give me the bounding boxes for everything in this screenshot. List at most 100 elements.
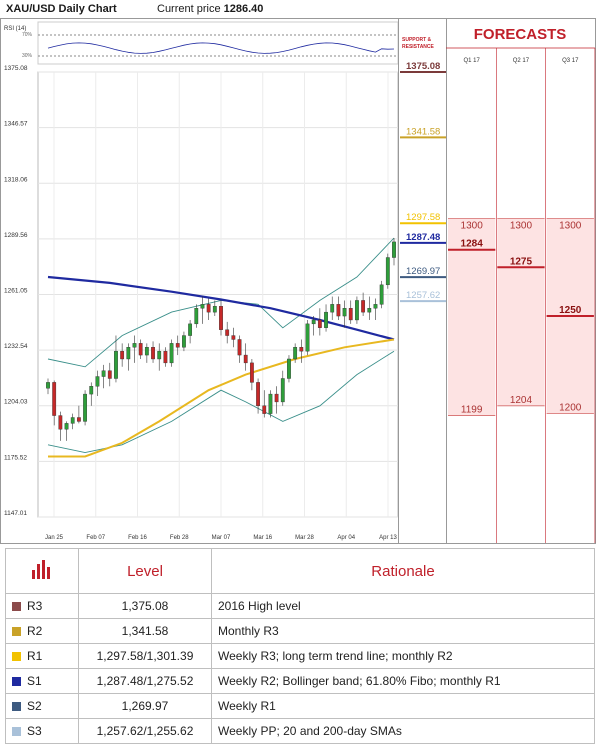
sr-panel (398, 18, 447, 544)
forecast-range-box (448, 218, 496, 416)
candle-body (299, 347, 304, 352)
candle-body (342, 308, 347, 317)
level-header: Level (78, 548, 212, 594)
y-tick-label: 1375.08 (4, 65, 28, 72)
x-tick-label: Mar 16 (253, 535, 272, 541)
rsi-lower-label: 30% (22, 53, 33, 59)
table-header-row: Level Rationale (5, 548, 595, 594)
level-value: 1,341.58 (78, 618, 212, 644)
candle-body (64, 423, 69, 430)
level-rationale: Weekly R1 (211, 693, 595, 719)
y-tick-label: 1204.03 (4, 399, 28, 406)
forecast-low-value: 1200 (559, 403, 582, 414)
forecast-high-value: 1300 (510, 220, 533, 231)
chart-title: XAU/USD Daily Chart (6, 3, 117, 15)
candle-body (385, 257, 390, 286)
candle-body (58, 415, 63, 430)
candle-body (151, 347, 155, 360)
x-tick-label: Feb 16 (128, 535, 147, 541)
candle-body (367, 308, 372, 313)
candle-body (52, 382, 57, 416)
level-color-swatch (12, 677, 21, 687)
candle-body (274, 393, 279, 403)
level-color-swatch (12, 602, 21, 612)
level-name: S3 (27, 724, 42, 738)
candle-body (330, 304, 335, 313)
candle-body (144, 347, 149, 356)
y-tick-label: 1175.52 (4, 454, 27, 461)
forecast-high-value: 1300 (461, 220, 484, 231)
candle-body (175, 343, 180, 348)
rsi-panel (37, 21, 399, 65)
table-row: R3 1,375.08 2016 High level (5, 593, 595, 619)
current-price-value: 1286.40 (223, 3, 264, 15)
xau-usd-chart: RSI (14)70% 30% 1375.08 1346.57 1318.06 1289.… (0, 18, 596, 544)
forecast-range-box (497, 218, 545, 406)
candle-body (132, 343, 137, 348)
table-row: S3 1,257.62/1,255.62 Weekly PP; 20 and 200… (5, 718, 595, 744)
candle-body (324, 311, 328, 328)
bar-chart-icon (5, 548, 79, 594)
candle-body (212, 306, 217, 313)
candle-body (268, 393, 273, 414)
rsi-label: RSI (14) (4, 26, 26, 32)
candle-body (138, 343, 143, 356)
y-tick-label: 1289.56 (4, 232, 28, 239)
sr-level-label: 1297.58 (406, 212, 440, 223)
candle-body (107, 370, 112, 379)
current-price: Current price 1286.40 (157, 3, 263, 15)
forecast-low-value: 1199 (461, 405, 483, 416)
candle-body (392, 241, 396, 258)
table-row: R1 1,297.58/1,301.39 Weekly R3; long term … (5, 643, 595, 669)
candle-body (200, 304, 205, 309)
candle-body (237, 339, 242, 356)
candle-body (225, 329, 230, 336)
x-tick-label: Feb 07 (86, 535, 105, 541)
candle-body (243, 354, 248, 364)
level-color-swatch (12, 727, 21, 737)
x-tick-label: Mar 28 (295, 535, 314, 541)
candle-body (83, 393, 87, 422)
level-name-cell: R3 (5, 593, 79, 619)
sr-level-label: 1269.97 (406, 266, 440, 277)
candle-body (231, 335, 236, 340)
candle-body (206, 304, 211, 313)
candle-body (379, 284, 384, 305)
level-name: S1 (27, 674, 42, 688)
candle-body (256, 382, 260, 407)
candle-body (311, 319, 316, 325)
level-rationale: Weekly R2; Bollinger band; 61.80% Fibo; … (211, 668, 595, 694)
level-name-cell: S3 (5, 718, 79, 744)
level-rationale: 2016 High level (211, 593, 595, 619)
table-row: S2 1,269.97 Weekly R1 (5, 693, 595, 719)
level-name: R1 (27, 649, 43, 663)
current-price-label: Current price (157, 3, 221, 15)
table-row: R2 1,341.58 Monthly R3 (5, 618, 595, 644)
sr-level-label: 1375.08 (406, 61, 440, 72)
y-tick-label: 1147.01 (4, 510, 27, 517)
candle-body (317, 319, 322, 328)
level-name-cell: R2 (5, 618, 79, 644)
sma20-line (48, 338, 395, 458)
x-tick-label: Mar 07 (212, 535, 231, 541)
forecast-low-value: 1204 (510, 395, 533, 406)
candle-body (182, 335, 186, 348)
candle-body (305, 323, 310, 352)
candle-body (194, 308, 199, 325)
level-rationale: Weekly R3; long term trend line; monthly… (211, 643, 595, 669)
candle-body (46, 382, 50, 389)
candle-body (219, 306, 223, 330)
level-name: R2 (27, 624, 43, 638)
candle-body (361, 300, 366, 313)
candle-body (120, 350, 125, 360)
x-tick-label: Jan 25 (45, 535, 64, 541)
y-tick-label: 1261.05 (4, 287, 28, 294)
rsi-upper-label: 70% (22, 32, 33, 38)
candle-body (76, 417, 81, 422)
level-rationale: Weekly PP; 20 and 200-day SMAs (211, 718, 595, 744)
y-tick-label: 1346.57 (4, 121, 28, 128)
candle-body (249, 362, 254, 383)
x-tick-label: Feb 28 (170, 535, 189, 541)
x-tick-label: Apr 13 (379, 535, 397, 541)
candle-body (114, 350, 118, 379)
